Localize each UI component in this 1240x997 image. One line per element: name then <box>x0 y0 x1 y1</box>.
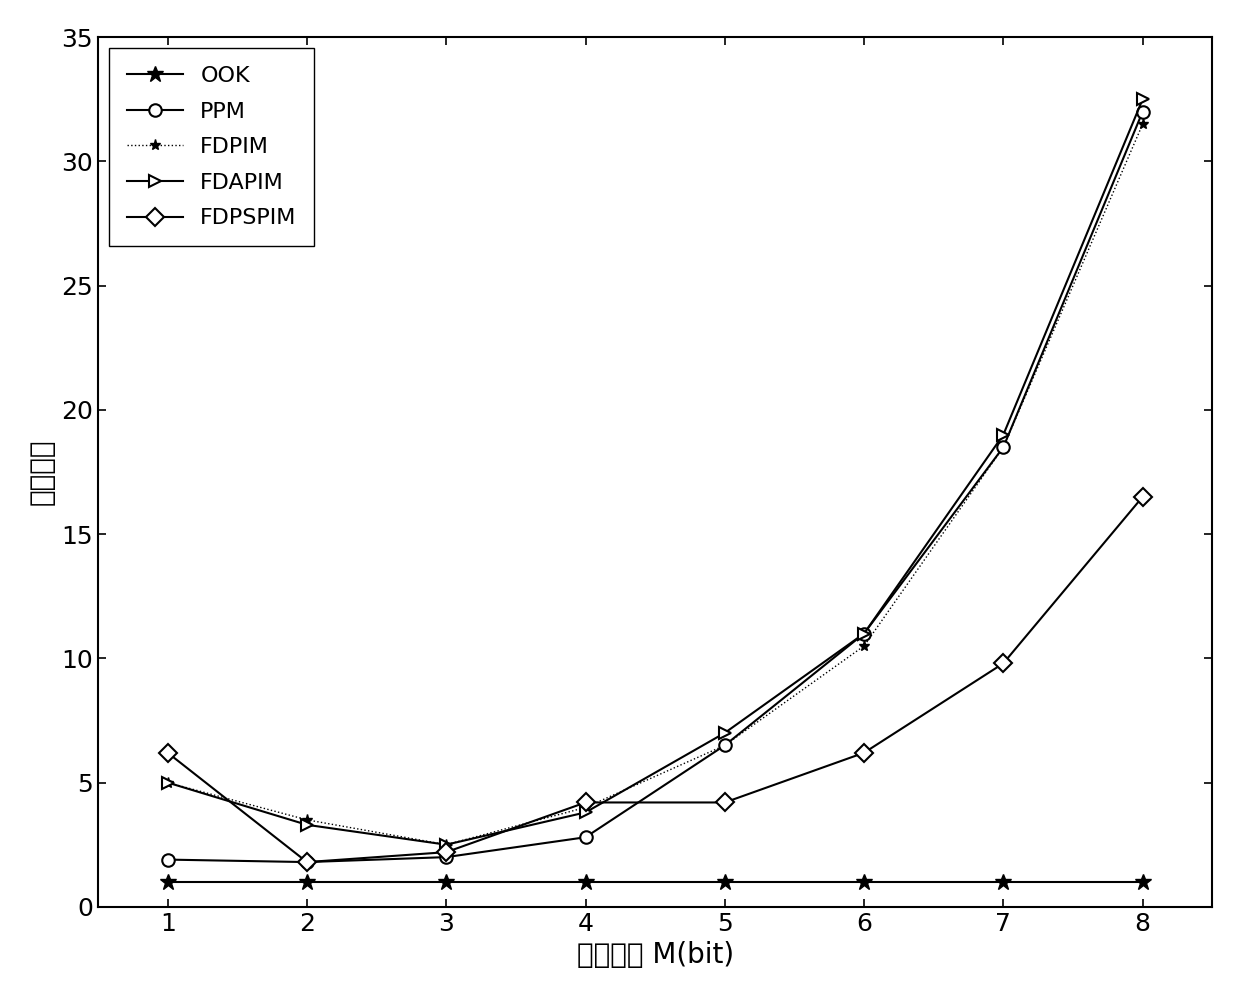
PPM <box>439 851 454 863</box>
PPM <box>718 740 733 752</box>
PPM <box>1135 106 1149 118</box>
FDAPIM <box>439 838 454 850</box>
PPM <box>160 853 175 865</box>
Line: OOK: OOK <box>160 873 1151 890</box>
FDPIM <box>439 838 454 850</box>
FDPSPIM <box>857 747 872 759</box>
PPM <box>578 831 593 843</box>
OOK <box>718 876 733 888</box>
OOK <box>1135 876 1149 888</box>
X-axis label: 调制阶数 M(bit): 调制阶数 M(bit) <box>577 941 734 969</box>
FDPSPIM <box>578 797 593 809</box>
Legend: OOK, PPM, FDPIM, FDAPIM, FDPSPIM: OOK, PPM, FDPIM, FDAPIM, FDPSPIM <box>109 49 315 246</box>
OOK <box>996 876 1011 888</box>
FDAPIM <box>857 627 872 639</box>
PPM <box>300 856 315 868</box>
FDAPIM <box>1135 94 1149 106</box>
FDPSPIM <box>300 856 315 868</box>
FDPIM <box>996 442 1011 454</box>
FDPIM <box>1135 119 1149 131</box>
OOK <box>578 876 593 888</box>
FDAPIM <box>996 429 1011 441</box>
Line: FDAPIM: FDAPIM <box>161 93 1148 851</box>
FDPSPIM <box>439 846 454 858</box>
FDPSPIM <box>718 797 733 809</box>
FDPIM <box>300 814 315 826</box>
FDPIM <box>857 640 872 652</box>
FDPIM <box>578 802 593 814</box>
FDPSPIM <box>1135 491 1149 502</box>
Line: FDPIM: FDPIM <box>162 119 1148 850</box>
FDAPIM <box>578 807 593 819</box>
Y-axis label: 频谱效率: 频谱效率 <box>27 439 56 505</box>
FDPSPIM <box>160 747 175 759</box>
FDAPIM <box>718 727 733 739</box>
Line: PPM: PPM <box>161 106 1148 868</box>
FDPIM <box>160 777 175 789</box>
FDAPIM <box>160 777 175 789</box>
OOK <box>857 876 872 888</box>
FDPSPIM <box>996 657 1011 669</box>
FDPIM <box>718 740 733 752</box>
OOK <box>300 876 315 888</box>
OOK <box>439 876 454 888</box>
OOK <box>160 876 175 888</box>
PPM <box>857 627 872 639</box>
FDAPIM <box>300 819 315 831</box>
Line: FDPSPIM: FDPSPIM <box>161 491 1148 868</box>
PPM <box>996 442 1011 454</box>
